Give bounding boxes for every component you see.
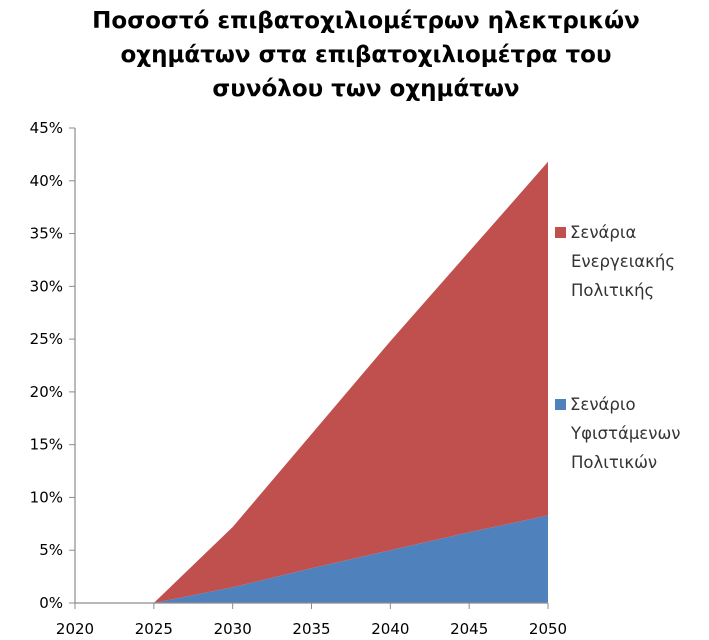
chart-title-line: Ποσοστό επιβατοχιλιομέτρων ηλεκτρικών: [92, 8, 640, 34]
chart-title-line: συνόλου των οχημάτων: [212, 76, 519, 102]
legend-label: Πολιτικών: [571, 453, 657, 472]
y-tick-label: 10%: [30, 488, 63, 506]
x-tick-label: 2035: [292, 620, 330, 638]
y-tick-label: 30%: [30, 277, 63, 295]
y-tick-label: 25%: [30, 330, 63, 348]
legend-label: Υφιστάμενων: [570, 424, 680, 443]
area-series-1: [75, 515, 548, 603]
y-tick-label: 15%: [30, 436, 63, 454]
legend-label: Σενάριο: [570, 395, 636, 414]
y-tick-label: 0%: [39, 594, 63, 612]
plot-areas: [75, 161, 548, 604]
legend: Σενάρια Ενεργειακής Πολιτικής Σενάριο Υφιστά…: [555, 223, 680, 472]
x-tick-label: 2040: [371, 620, 409, 638]
y-tick-label: 45%: [30, 119, 63, 137]
x-tick-label: 2050: [529, 620, 567, 638]
legend-label: Σενάρια: [570, 223, 636, 242]
x-tick-label: 2025: [135, 620, 173, 638]
area-series-2: [75, 161, 548, 604]
legend-swatch: [555, 399, 566, 410]
axes: 0% 5% 10% 15% 20% 25% 30% 35% 40% 45% 2020 2025 2030…: [30, 119, 567, 638]
x-tick-label: 2020: [56, 620, 94, 638]
y-tick-label: 35%: [30, 225, 63, 243]
x-tick-label: 2030: [214, 620, 252, 638]
y-tick-label: 5%: [39, 541, 63, 559]
x-tick-label: 2045: [450, 620, 488, 638]
legend-label: Ενεργειακής: [571, 252, 675, 271]
legend-swatch: [555, 227, 566, 238]
chart-title: Ποσοστό επιβατοχιλιομέτρων ηλεκτρικών οχη…: [92, 8, 640, 102]
chart-title-line: οχημάτων στα επιβατοχιλιομέτρα του: [121, 42, 612, 68]
legend-label: Πολιτικής: [571, 281, 654, 300]
y-tick-label: 20%: [30, 383, 63, 401]
y-tick-label: 40%: [30, 172, 63, 190]
